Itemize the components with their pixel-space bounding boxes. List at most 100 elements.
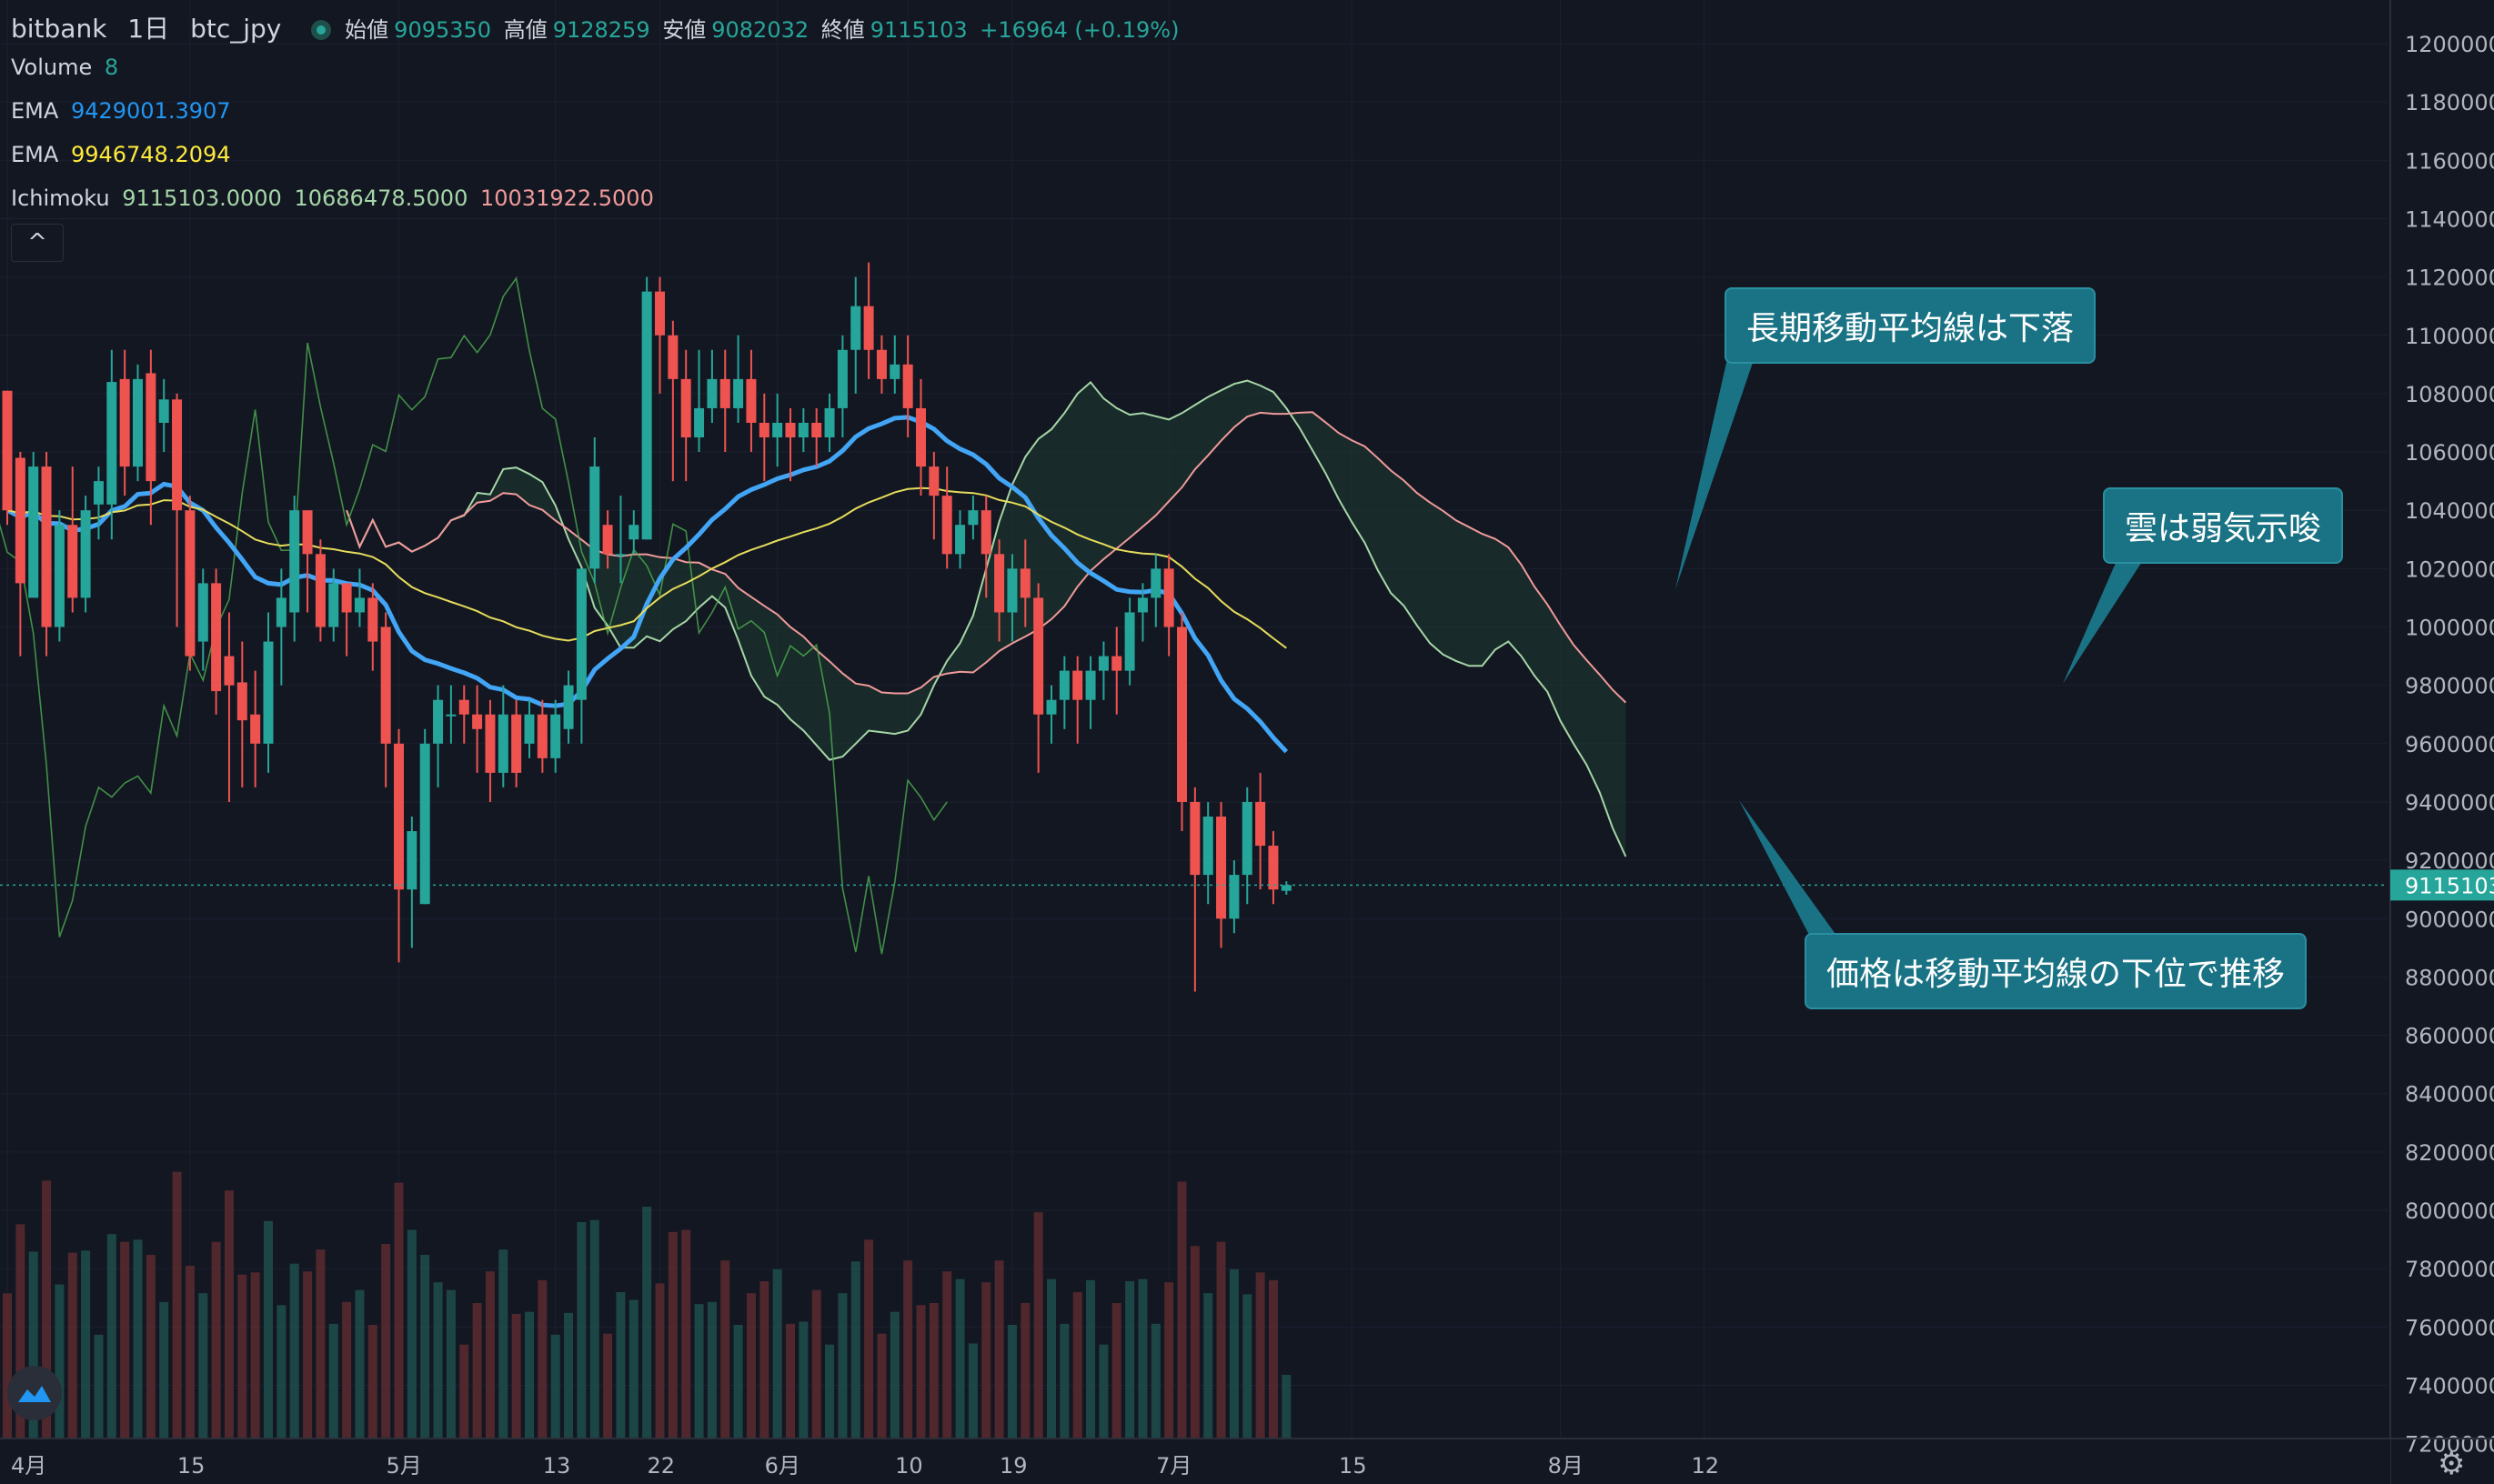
price-tick-label: 10800000 (2405, 382, 2494, 407)
candle-body (746, 378, 757, 423)
volume-bar (316, 1249, 326, 1439)
candle-body (236, 682, 247, 721)
volume-bar (498, 1249, 508, 1439)
candle-body (655, 291, 665, 336)
volume-bar (772, 1268, 782, 1439)
indicator-lines (0, 276, 1289, 955)
volume-bar (916, 1305, 926, 1439)
ichimoku-legend[interactable]: Ichimoku 9115103.0000 10686478.5000 1003… (11, 186, 659, 211)
volume-bar (342, 1301, 352, 1439)
close-label: 終値 (820, 17, 865, 43)
candle-body (811, 422, 822, 438)
time-tick-label: 13 (543, 1453, 571, 1479)
volume-bar (289, 1263, 299, 1439)
candle-body (1020, 568, 1031, 598)
callout-pointer-2 (2063, 555, 2147, 684)
candle-body (41, 466, 52, 627)
candle-body (955, 525, 966, 555)
price-tick-label: 11000000 (2405, 324, 2494, 349)
ema-fast-legend[interactable]: EMA 9429001.3907 (11, 98, 236, 124)
volume-bar (94, 1334, 104, 1439)
volume-bar (577, 1222, 587, 1439)
volume-bar (681, 1229, 691, 1439)
candle-body (341, 583, 352, 613)
volume-bar (1060, 1323, 1070, 1439)
volume-bar (1047, 1278, 1056, 1439)
symbol-legend: bitbank 1日 btc_jpy 始値 9095350 高値 9128259 安… (11, 9, 1190, 45)
volume-bar (28, 1251, 38, 1439)
collapse-legend-button[interactable]: ^ (11, 224, 64, 262)
candle-body (1072, 670, 1083, 700)
lagging-span (0, 276, 948, 955)
symbol-name[interactable]: btc_jpy (190, 14, 282, 44)
candle-body (93, 481, 104, 505)
volume-bar (1203, 1293, 1213, 1439)
volume-bar (733, 1325, 743, 1439)
volume-bar (550, 1334, 560, 1439)
volume-bar (603, 1333, 613, 1439)
chevron-up-icon: ^ (27, 229, 47, 256)
candle-body (798, 422, 809, 438)
candle-body (733, 378, 744, 408)
grid-lines (0, 0, 2388, 1445)
time-tick-label: 22 (648, 1453, 676, 1479)
ichimoku-value-1: 9115103.0000 (122, 186, 282, 211)
candle-body (446, 714, 457, 717)
volume-legend[interactable]: Volume 8 (11, 55, 124, 80)
volume-bar (1177, 1181, 1187, 1439)
candle-body (172, 399, 183, 511)
candle-body (158, 399, 169, 423)
candle-body (289, 510, 300, 613)
candle-body (328, 583, 339, 627)
volume-bar (759, 1281, 769, 1439)
ema-slow-label: EMA (11, 142, 59, 167)
candle-body (1046, 699, 1057, 715)
gear-icon[interactable]: ⚙ (2438, 1446, 2466, 1482)
candle-body (511, 714, 522, 773)
open-value: 9095350 (394, 17, 492, 43)
candle-body (263, 641, 274, 744)
price-tick-label: 9600000 (2405, 732, 2494, 757)
exchange-name[interactable]: bitbank (11, 14, 107, 44)
price-axis-bg (2390, 0, 2494, 1484)
volume-bar (459, 1344, 469, 1439)
volume-bar (668, 1231, 678, 1439)
candle-body (629, 525, 639, 540)
candle-body (67, 525, 78, 598)
candle-body (694, 407, 705, 438)
tradingview-logo-icon[interactable] (7, 1366, 62, 1420)
volume-bar (1021, 1303, 1031, 1439)
candle-body (1202, 816, 1213, 876)
volume-bar (381, 1244, 391, 1439)
volume-bar (511, 1314, 521, 1439)
volume-bar (1216, 1241, 1226, 1439)
volume-bar (786, 1323, 795, 1439)
ichimoku-label: Ichimoku (11, 186, 110, 211)
low-label: 安値 (662, 17, 707, 43)
volume-bar (211, 1241, 221, 1439)
price-axis: 12000000 11800000 11600000 11400000 11200000… (2389, 0, 2494, 1484)
volume-bar (981, 1282, 991, 1439)
volume-bar (485, 1271, 495, 1439)
candle-body (1124, 612, 1135, 671)
candle-body (941, 496, 952, 555)
volume-bar (355, 1289, 365, 1439)
volume-bar (799, 1321, 809, 1439)
volume-bar (942, 1271, 952, 1439)
candle-body (1059, 670, 1070, 700)
last-price-text: 9115103 (2405, 873, 2494, 898)
last-price-badge (2390, 869, 2494, 901)
price-tick-label: 7400000 (2405, 1373, 2494, 1399)
time-tick-label: 6月 (765, 1453, 800, 1479)
volume-bar (1033, 1212, 1043, 1439)
candle-body (1085, 670, 1096, 700)
interval-label[interactable]: 1日 (127, 14, 170, 44)
volume-bar (198, 1293, 208, 1439)
volume-bar (159, 1301, 169, 1439)
ema-slow-legend[interactable]: EMA 9946748.2094 (11, 142, 236, 167)
volume-bars (3, 1171, 1292, 1439)
volume-bar (1086, 1279, 1096, 1439)
price-tick-label: 8600000 (2405, 1024, 2494, 1049)
volume-bar (42, 1180, 52, 1439)
